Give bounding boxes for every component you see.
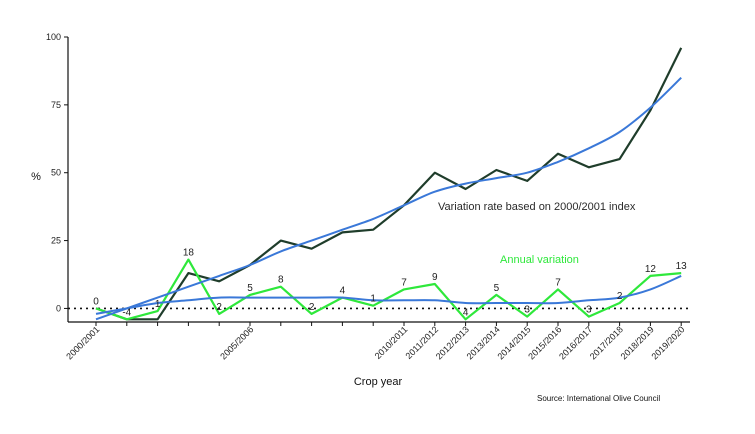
data-label-annual: 4 xyxy=(340,286,346,297)
data-label-annual: 7 xyxy=(555,277,561,288)
x-tick-label: 2000/2001 xyxy=(64,324,101,361)
series-line-annual xyxy=(95,258,682,321)
data-label-annual: 8 xyxy=(278,275,284,286)
data-label-annual: 1 xyxy=(370,294,376,305)
y-tick-label: 0 xyxy=(56,303,61,313)
y-tick-label: 50 xyxy=(51,168,61,178)
source-note: Source: International Olive Council xyxy=(537,394,660,403)
annotation-annual: Annual variation xyxy=(500,254,579,266)
data-label-annual: 3 xyxy=(524,305,530,316)
data-label-annual: 5 xyxy=(494,283,500,294)
data-label-annual: 2 xyxy=(617,291,623,302)
trend-line-annual xyxy=(95,274,682,315)
data-label-annual: 12 xyxy=(645,264,657,275)
data-label-annual: 1 xyxy=(155,299,161,310)
x-axis-title: Crop year xyxy=(354,376,403,388)
data-label-annual: 2 xyxy=(309,302,315,313)
data-label-annual: 13 xyxy=(676,261,688,272)
data-label-annual: 5 xyxy=(247,283,253,294)
data-label-annual: 0 xyxy=(93,296,99,307)
y-tick-label: 100 xyxy=(46,32,61,42)
x-tick-label: 2005/2006 xyxy=(218,324,255,361)
data-labels-group: 0 -4 1 18 2 5 8 2 4 1 7 9 4 5 3 7 3 2 12 13 xyxy=(93,248,687,319)
y-tick-label: 75 xyxy=(51,100,61,110)
series-line-cumulative xyxy=(95,47,683,321)
data-label-annual: 9 xyxy=(432,272,438,283)
annotation-cumulative: Variation rate based on 2000/2001 index xyxy=(438,201,636,213)
data-label-annual: 2 xyxy=(216,302,222,313)
data-label-annual: 18 xyxy=(183,248,195,259)
data-label-annual: 7 xyxy=(401,277,407,288)
series-group xyxy=(95,47,683,321)
data-label-annual: -4 xyxy=(122,307,131,318)
x-tick-label: 2019/2020 xyxy=(649,324,686,361)
data-label-annual: 4 xyxy=(463,307,469,318)
y-tick-label: 25 xyxy=(51,236,61,246)
trend-line-cumulative xyxy=(95,76,682,321)
y-axis-title: % xyxy=(31,171,41,183)
data-label-annual: 3 xyxy=(586,305,592,316)
